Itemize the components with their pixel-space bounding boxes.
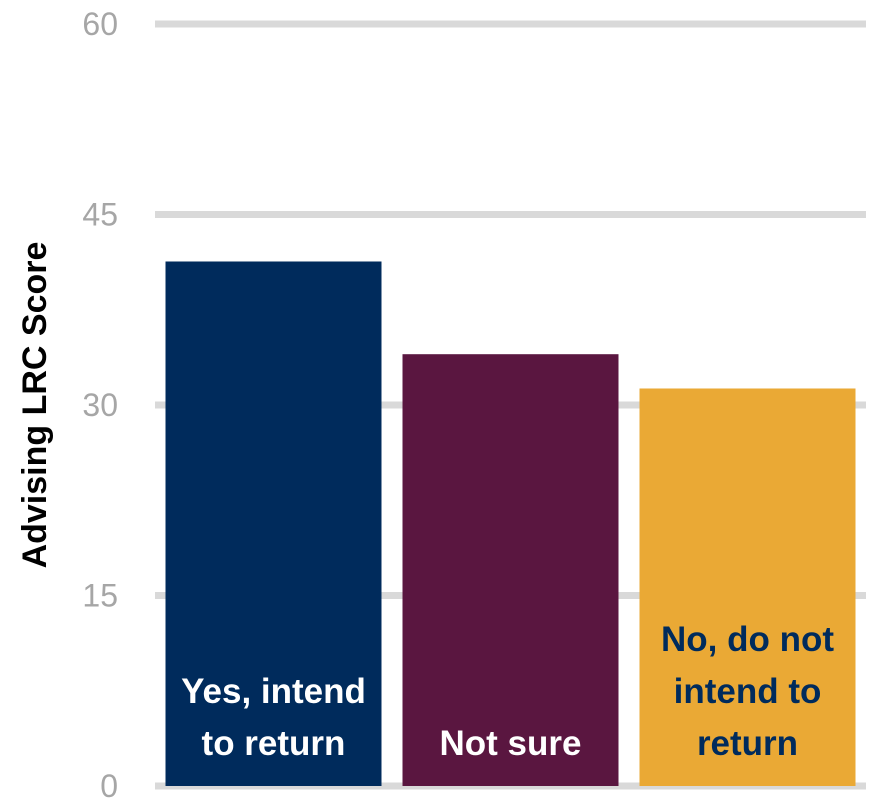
bar-3 [639,388,856,786]
bar-1 [165,261,382,786]
y-tick-label: 30 [82,387,118,423]
y-tick-label: 0 [100,768,118,804]
y-tick-label: 15 [82,578,118,614]
bars [165,261,856,786]
bar-2 [402,354,619,786]
bar-label-1: Yes, intend to return [181,672,366,763]
y-tick-label: 60 [82,6,118,42]
y-axis-title: Advising LRC Score [16,242,54,569]
bar-label-2: Not sure [440,724,582,763]
bar-label-3: No, do not intend to return [661,620,834,763]
y-tick-label: 45 [82,197,118,233]
bar-labels: Yes, intend to return Not sure No, do not in… [181,620,834,763]
y-axis-ticks: 0 15 30 45 60 [82,6,118,804]
